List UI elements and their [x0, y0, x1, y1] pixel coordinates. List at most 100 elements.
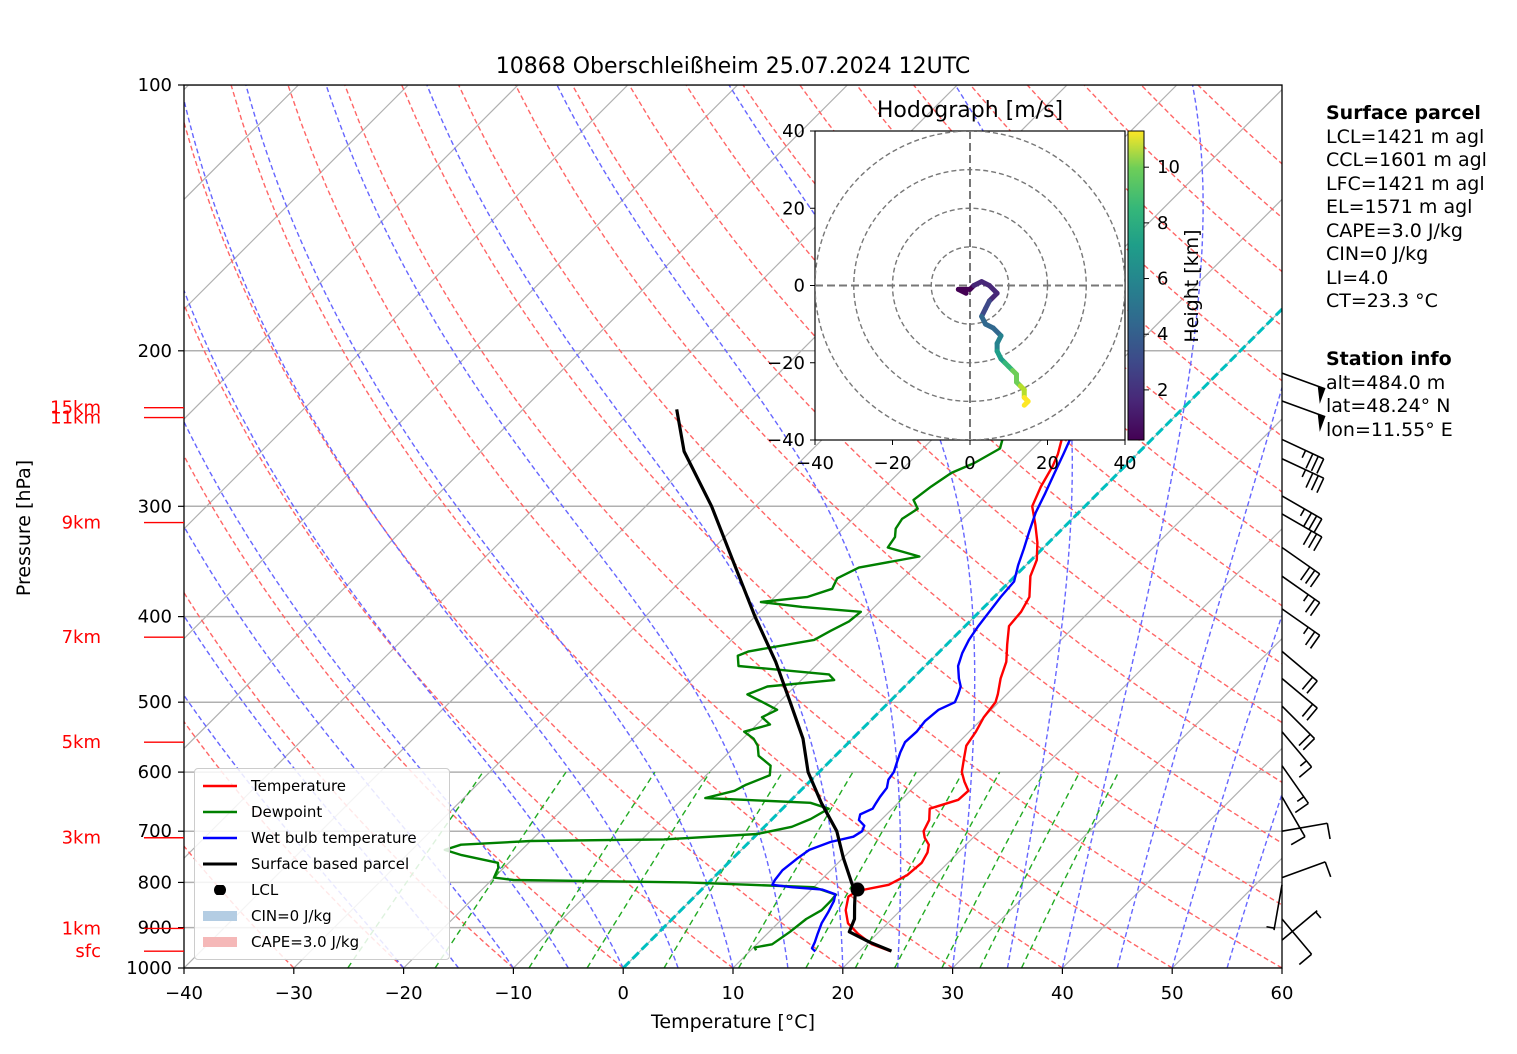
barb-half [1299, 508, 1306, 517]
legend-item-cin: CIN=0 J/kg [195, 905, 449, 927]
info-line-lfc: LFC=1421 m agl [1326, 172, 1485, 195]
hodograph-trace [1021, 398, 1031, 408]
barb-flag [1317, 386, 1326, 404]
barb-full [1310, 456, 1319, 472]
hodograph-y-tick-label: 0 [794, 276, 805, 297]
hodograph-y-tick-label: 20 [782, 198, 805, 219]
barb-full [1294, 802, 1309, 814]
legend-item-lcl: LCL [195, 879, 449, 901]
wind-barb [1281, 861, 1332, 879]
barb-full [1304, 631, 1316, 646]
height-label: 11km [50, 408, 101, 429]
barb-full [1309, 602, 1321, 617]
barb-half [1302, 594, 1309, 602]
isotherm-line [184, 85, 739, 640]
x-tick-label: 20 [831, 983, 854, 1004]
barb-full [1301, 676, 1314, 690]
legend-label: CAPE=3.0 J/kg [251, 933, 360, 951]
barb-half [1266, 925, 1275, 929]
barb-staff [1281, 575, 1321, 604]
moist-adiabat [426, 85, 844, 968]
barb-full [1304, 598, 1316, 613]
isotherm-line [842, 527, 1282, 968]
wind-barb [1281, 765, 1310, 814]
height-label: 5km [62, 732, 101, 753]
barb-flag [1317, 414, 1326, 432]
wind-barb [1281, 918, 1313, 966]
wind-barb [1281, 400, 1326, 432]
hodograph-x-tick-label: 40 [1114, 453, 1137, 474]
info-line-cape: CAPE=3.0 J/kg [1326, 219, 1463, 242]
barb-full [1316, 458, 1325, 474]
y-tick-label: 500 [138, 692, 172, 713]
hodograph-x-tick-label: 0 [964, 453, 975, 474]
mixing-ratio-line [737, 771, 854, 968]
legend-patch-icon [203, 937, 237, 947]
dry-adiabat [184, 119, 844, 968]
barb-staff [1281, 765, 1310, 804]
hodograph-title: Hodograph [m/s] [877, 98, 1063, 123]
hodograph-y-tick-label: −20 [767, 353, 805, 374]
colorbar-tick-label: 8 [1157, 213, 1168, 234]
info-line-ccl: CCL=1601 m agl [1326, 149, 1487, 171]
barb-full [1301, 703, 1314, 717]
info-line-ct: CT=23.3 °C [1326, 290, 1438, 312]
info-line-el: EL=1571 m agl [1326, 196, 1473, 218]
colorbar-tick-label: 10 [1157, 157, 1180, 178]
legend-line-icon [203, 836, 237, 840]
legend-label: Temperature [251, 777, 347, 795]
barb-full [1310, 475, 1319, 491]
barb-full [1298, 766, 1313, 778]
hodograph-colorbar-label: Height [km] [1181, 229, 1203, 342]
barb-full [1298, 953, 1313, 966]
moist-adiabat [245, 85, 734, 968]
wind-barb [1281, 677, 1318, 721]
barb-half [1301, 469, 1307, 478]
legend-line-icon [203, 862, 237, 866]
temperature-profile [844, 409, 1071, 953]
mixing-ratio-line [663, 771, 784, 968]
chart-title: 10868 Oberschleißheim 25.07.2024 12UTC [496, 54, 971, 79]
surface-parcel-info: Surface parcel LCL=1421 m agl CCL=1601 m… [1326, 102, 1487, 314]
moist-adiabat [184, 420, 569, 968]
barb-staff [1281, 608, 1321, 636]
barb-full [1309, 573, 1321, 588]
moist-adiabat [325, 85, 789, 968]
barb-half [1299, 760, 1307, 767]
dry-adiabat [344, 85, 1173, 968]
barb-full [1324, 861, 1332, 878]
y-tick-label: 200 [138, 341, 172, 362]
y-tick-label: 1000 [126, 958, 172, 979]
y-tick-label: 700 [138, 821, 172, 842]
barb-staff [1281, 918, 1313, 955]
barb-staff [1281, 861, 1326, 879]
mixing-ratio-line [979, 771, 1081, 968]
mixing-ratio-line [1020, 771, 1120, 968]
hodograph-colorbar [1127, 130, 1145, 441]
barb-full [1290, 836, 1306, 846]
x-tick-label: −20 [385, 983, 423, 1004]
dry-adiabat [457, 85, 1282, 906]
hodograph-x-tick-label: −20 [874, 453, 912, 474]
x-tick-label: −10 [494, 983, 532, 1004]
hodograph-frame [814, 130, 1126, 441]
wind-barbs [1266, 372, 1332, 966]
hodograph-y-tick-label: 40 [782, 121, 805, 142]
barb-staff [1281, 705, 1316, 740]
legend-item-parcel: Surface based parcel [195, 853, 449, 875]
mixing-ratio-line [528, 771, 656, 968]
barb-full [1302, 737, 1316, 751]
barb-half [1315, 911, 1322, 919]
colorbar-tick-label: 2 [1157, 380, 1168, 401]
barb-full [1326, 823, 1331, 840]
barb-full [1313, 518, 1323, 534]
colorbar-tick-label: 6 [1157, 269, 1168, 290]
x-tick-label: −40 [165, 983, 203, 1004]
wind-barb [1281, 608, 1321, 649]
barb-full [1306, 707, 1318, 721]
isotherm-line [952, 637, 1282, 968]
barb-full [1313, 536, 1323, 552]
info-line-lat: lat=48.24° N [1326, 395, 1451, 417]
legend-dot-icon [214, 885, 226, 895]
